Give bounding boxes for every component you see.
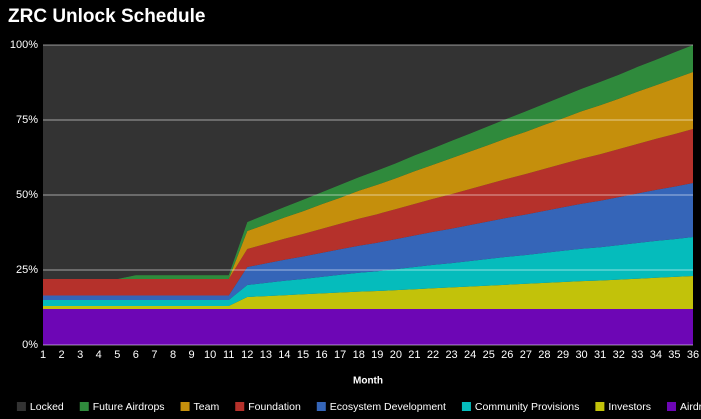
x-tick-label: 8 <box>170 349 176 361</box>
legend-label: Ecosystem Development <box>330 401 446 413</box>
x-tick-label: 2 <box>59 349 65 361</box>
x-tick-label: 35 <box>668 349 680 361</box>
y-tick-label: 25% <box>16 264 38 276</box>
y-tick-label: 75% <box>16 114 38 126</box>
legend-label: Community Provisions <box>475 401 579 413</box>
x-tick-label: 33 <box>631 349 643 361</box>
x-tick-label: 17 <box>334 349 346 361</box>
legend-swatch <box>461 402 471 411</box>
legend: Locked Future Airdrops Team Foundation Ecosy… <box>16 401 701 413</box>
x-tick-label: 36 <box>687 349 699 361</box>
x-tick-label: 30 <box>575 349 587 361</box>
x-tick-label: 5 <box>114 349 120 361</box>
legend-item: Investors <box>595 401 651 413</box>
x-tick-label: 32 <box>613 349 625 361</box>
x-tick-label: 15 <box>297 349 309 361</box>
area <box>43 276 693 309</box>
legend-item: Future Airdrops <box>79 401 165 413</box>
legend-label: Airdrops <box>680 401 701 413</box>
legend-item: Airdrops <box>666 401 701 413</box>
area <box>43 309 693 345</box>
legend-item: Team <box>180 401 220 413</box>
x-tick-label: 14 <box>278 349 290 361</box>
x-tick-label: 31 <box>594 349 606 361</box>
x-tick-label: 21 <box>408 349 420 361</box>
x-tick-label: 12 <box>241 349 253 361</box>
legend-label: Investors <box>608 401 651 413</box>
x-tick-label: 7 <box>151 349 157 361</box>
legend-swatch <box>595 402 605 411</box>
x-tick-label: 4 <box>96 349 102 361</box>
x-tick-label: 11 <box>223 349 234 361</box>
legend-label: Foundation <box>248 401 301 413</box>
y-tick-label: 0% <box>22 339 38 351</box>
legend-swatch <box>316 402 326 411</box>
x-axis-label: Month <box>353 376 383 387</box>
legend-swatch <box>79 402 89 411</box>
legend-swatch <box>235 402 245 411</box>
x-tick-label: 10 <box>204 349 216 361</box>
legend-label: Locked <box>30 401 64 413</box>
x-tick-label: 19 <box>371 349 383 361</box>
y-tick-label: 50% <box>16 189 38 201</box>
x-tick-label: 20 <box>390 349 402 361</box>
legend-item: Locked <box>16 401 64 413</box>
legend-swatch <box>666 402 676 411</box>
x-tick-label: 3 <box>77 349 83 361</box>
area <box>43 237 693 306</box>
legend-item: Community Provisions <box>461 401 579 413</box>
x-tick-label: 9 <box>189 349 195 361</box>
x-tick-label: 23 <box>445 349 457 361</box>
x-tick-label: 34 <box>650 349 662 361</box>
legend-label: Future Airdrops <box>93 401 165 413</box>
legend-swatch <box>16 402 26 411</box>
chart-title: ZRC Unlock Schedule <box>8 6 205 27</box>
legend-item: Foundation <box>235 401 301 413</box>
x-tick-label: 18 <box>353 349 365 361</box>
x-tick-label: 29 <box>557 349 569 361</box>
x-tick-label: 16 <box>315 349 327 361</box>
x-tick-label: 28 <box>538 349 550 361</box>
x-tick-label: 22 <box>427 349 439 361</box>
x-tick-label: 1 <box>40 349 46 361</box>
legend-label: Team <box>194 401 220 413</box>
x-tick-label: 26 <box>501 349 513 361</box>
legend-item: Ecosystem Development <box>316 401 446 413</box>
area <box>43 183 693 300</box>
x-tick-label: 13 <box>260 349 272 361</box>
area <box>43 45 693 279</box>
x-tick-label: 24 <box>464 349 476 361</box>
legend-swatch <box>180 402 190 411</box>
x-tick-label: 27 <box>520 349 532 361</box>
x-tick-label: 25 <box>483 349 495 361</box>
y-tick-label: 100% <box>10 39 38 51</box>
x-tick-label: 6 <box>133 349 139 361</box>
